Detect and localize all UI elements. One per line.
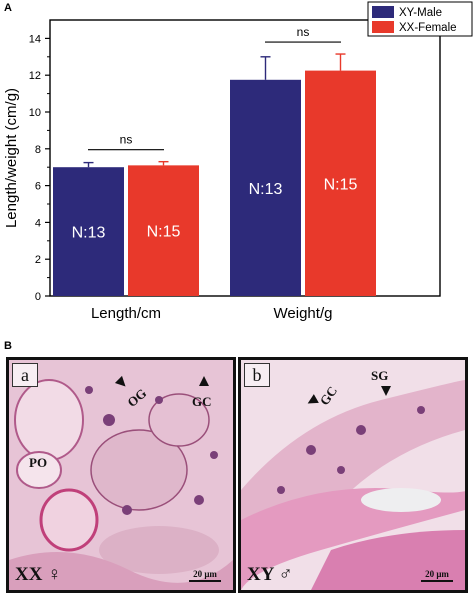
x-category-label: Weight/g	[274, 305, 333, 322]
bar	[53, 167, 124, 296]
y-tick-label: 4	[35, 217, 41, 229]
micrograph-b: b GC SG XY ♂ 20 μm	[238, 357, 468, 593]
y-tick-label: 8	[35, 144, 41, 156]
scale-bar-a: 20 μm	[189, 569, 221, 582]
legend-swatch	[372, 6, 394, 18]
scale-bar-b-line	[421, 580, 453, 582]
scale-bar-a-label: 20 μm	[193, 569, 217, 579]
y-tick-label: 0	[35, 291, 41, 303]
legend-label: XY-Male	[399, 7, 442, 19]
micrograph-a-letter: a	[12, 363, 38, 387]
panel-a-letter: A	[4, 2, 12, 14]
bar	[128, 165, 199, 296]
scale-bar-b: 20 μm	[421, 569, 453, 582]
y-tick-label: 2	[35, 254, 41, 266]
bar	[305, 70, 376, 296]
y-tick-label: 10	[29, 107, 41, 119]
arrowhead-sg-icon	[381, 386, 391, 396]
y-tick-label: 12	[29, 70, 41, 82]
label-po: PO	[29, 455, 48, 470]
bar-count-label: N:13	[72, 225, 106, 242]
bar	[230, 79, 301, 296]
scale-bar-b-label: 20 μm	[425, 569, 449, 579]
legend-swatch	[372, 21, 394, 33]
micrograph-b-letter: b	[244, 363, 270, 387]
y-axis-label: Length/weight (cm/g)	[3, 88, 20, 228]
y-tick-label: 14	[29, 33, 41, 45]
legend-label: XX-Female	[399, 22, 457, 34]
bar-count-label: N:13	[249, 181, 283, 198]
panel-b: B a OG GC PO XX ♀ 20 μm	[0, 340, 474, 593]
tissue-texture-a	[9, 360, 233, 590]
micrograph-a: a OG GC PO XX ♀ 20 μm	[6, 357, 236, 593]
arrowhead-gc-icon	[199, 376, 209, 386]
tissue-texture-b	[241, 360, 465, 590]
label-gc: GC	[192, 394, 212, 409]
y-tick-label: 6	[35, 181, 41, 193]
bar-chart: 0 2 4 6 8 10 12 14 Length/weight (cm/g) N:13 N:15 n…	[3, 1, 473, 322]
scale-bar-a-line	[189, 580, 221, 582]
panel-a: A 0 2 4 6 8 10 12 14 Length/weight (cm/g) N:13 N:1…	[3, 1, 473, 322]
bar-count-label: N:15	[324, 176, 358, 193]
label-sg: SG	[371, 368, 389, 383]
significance-label: ns	[120, 133, 133, 147]
bar-count-label: N:15	[147, 224, 181, 241]
panel-b-letter: B	[4, 340, 12, 352]
genotype-xy-male: XY ♂	[247, 564, 293, 585]
genotype-xx-female: XX ♀	[15, 564, 62, 585]
significance-label: ns	[297, 25, 310, 39]
x-category-label: Length/cm	[91, 305, 161, 322]
